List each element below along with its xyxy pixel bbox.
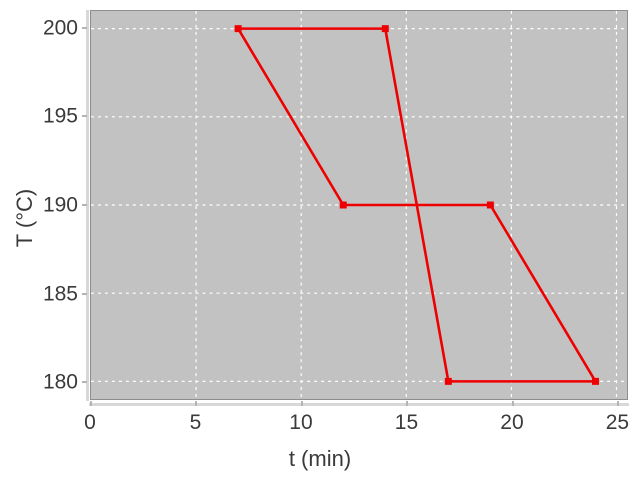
x-tick-mark xyxy=(406,401,409,406)
y-tick-label: 195 xyxy=(42,104,78,128)
y-tick-mark xyxy=(82,26,87,29)
x-tick-mark xyxy=(511,401,514,406)
data-point-marker xyxy=(339,201,347,209)
x-axis-title: t (min) xyxy=(288,446,352,471)
data-point-marker xyxy=(234,25,242,33)
x-tick-mark xyxy=(617,401,620,406)
plot-area xyxy=(90,10,628,400)
data-point-marker xyxy=(444,377,452,385)
x-tick-label: 25 xyxy=(605,411,630,434)
x-tick-label: 20 xyxy=(500,411,524,434)
data-point-marker xyxy=(381,25,389,33)
y-tick-mark xyxy=(82,115,87,118)
series-line-0 xyxy=(237,27,598,383)
data-point-marker xyxy=(591,377,599,385)
x-axis-spine xyxy=(89,403,629,406)
y-axis-spine xyxy=(86,10,89,401)
x-tick-label: 0 xyxy=(84,411,96,434)
x-tick-label: 10 xyxy=(289,411,313,434)
y-tick-label: 190 xyxy=(42,193,78,217)
y-tick-mark xyxy=(82,292,87,295)
data-point-marker xyxy=(486,201,494,209)
x-tick-mark xyxy=(300,401,303,406)
y-tick-mark xyxy=(82,204,87,206)
x-tick-mark xyxy=(90,401,92,406)
y-tick-mark xyxy=(82,381,87,384)
x-tick-mark xyxy=(195,401,198,406)
y-axis-title: T (°C) xyxy=(12,188,37,248)
y-tick-label: 185 xyxy=(42,282,78,306)
y-tick-label: 180 xyxy=(42,370,78,394)
y-tick-label: 200 xyxy=(42,16,78,40)
x-tick-label: 15 xyxy=(394,411,419,434)
data-series-layer xyxy=(234,25,599,385)
x-tick-label: 5 xyxy=(189,411,202,434)
